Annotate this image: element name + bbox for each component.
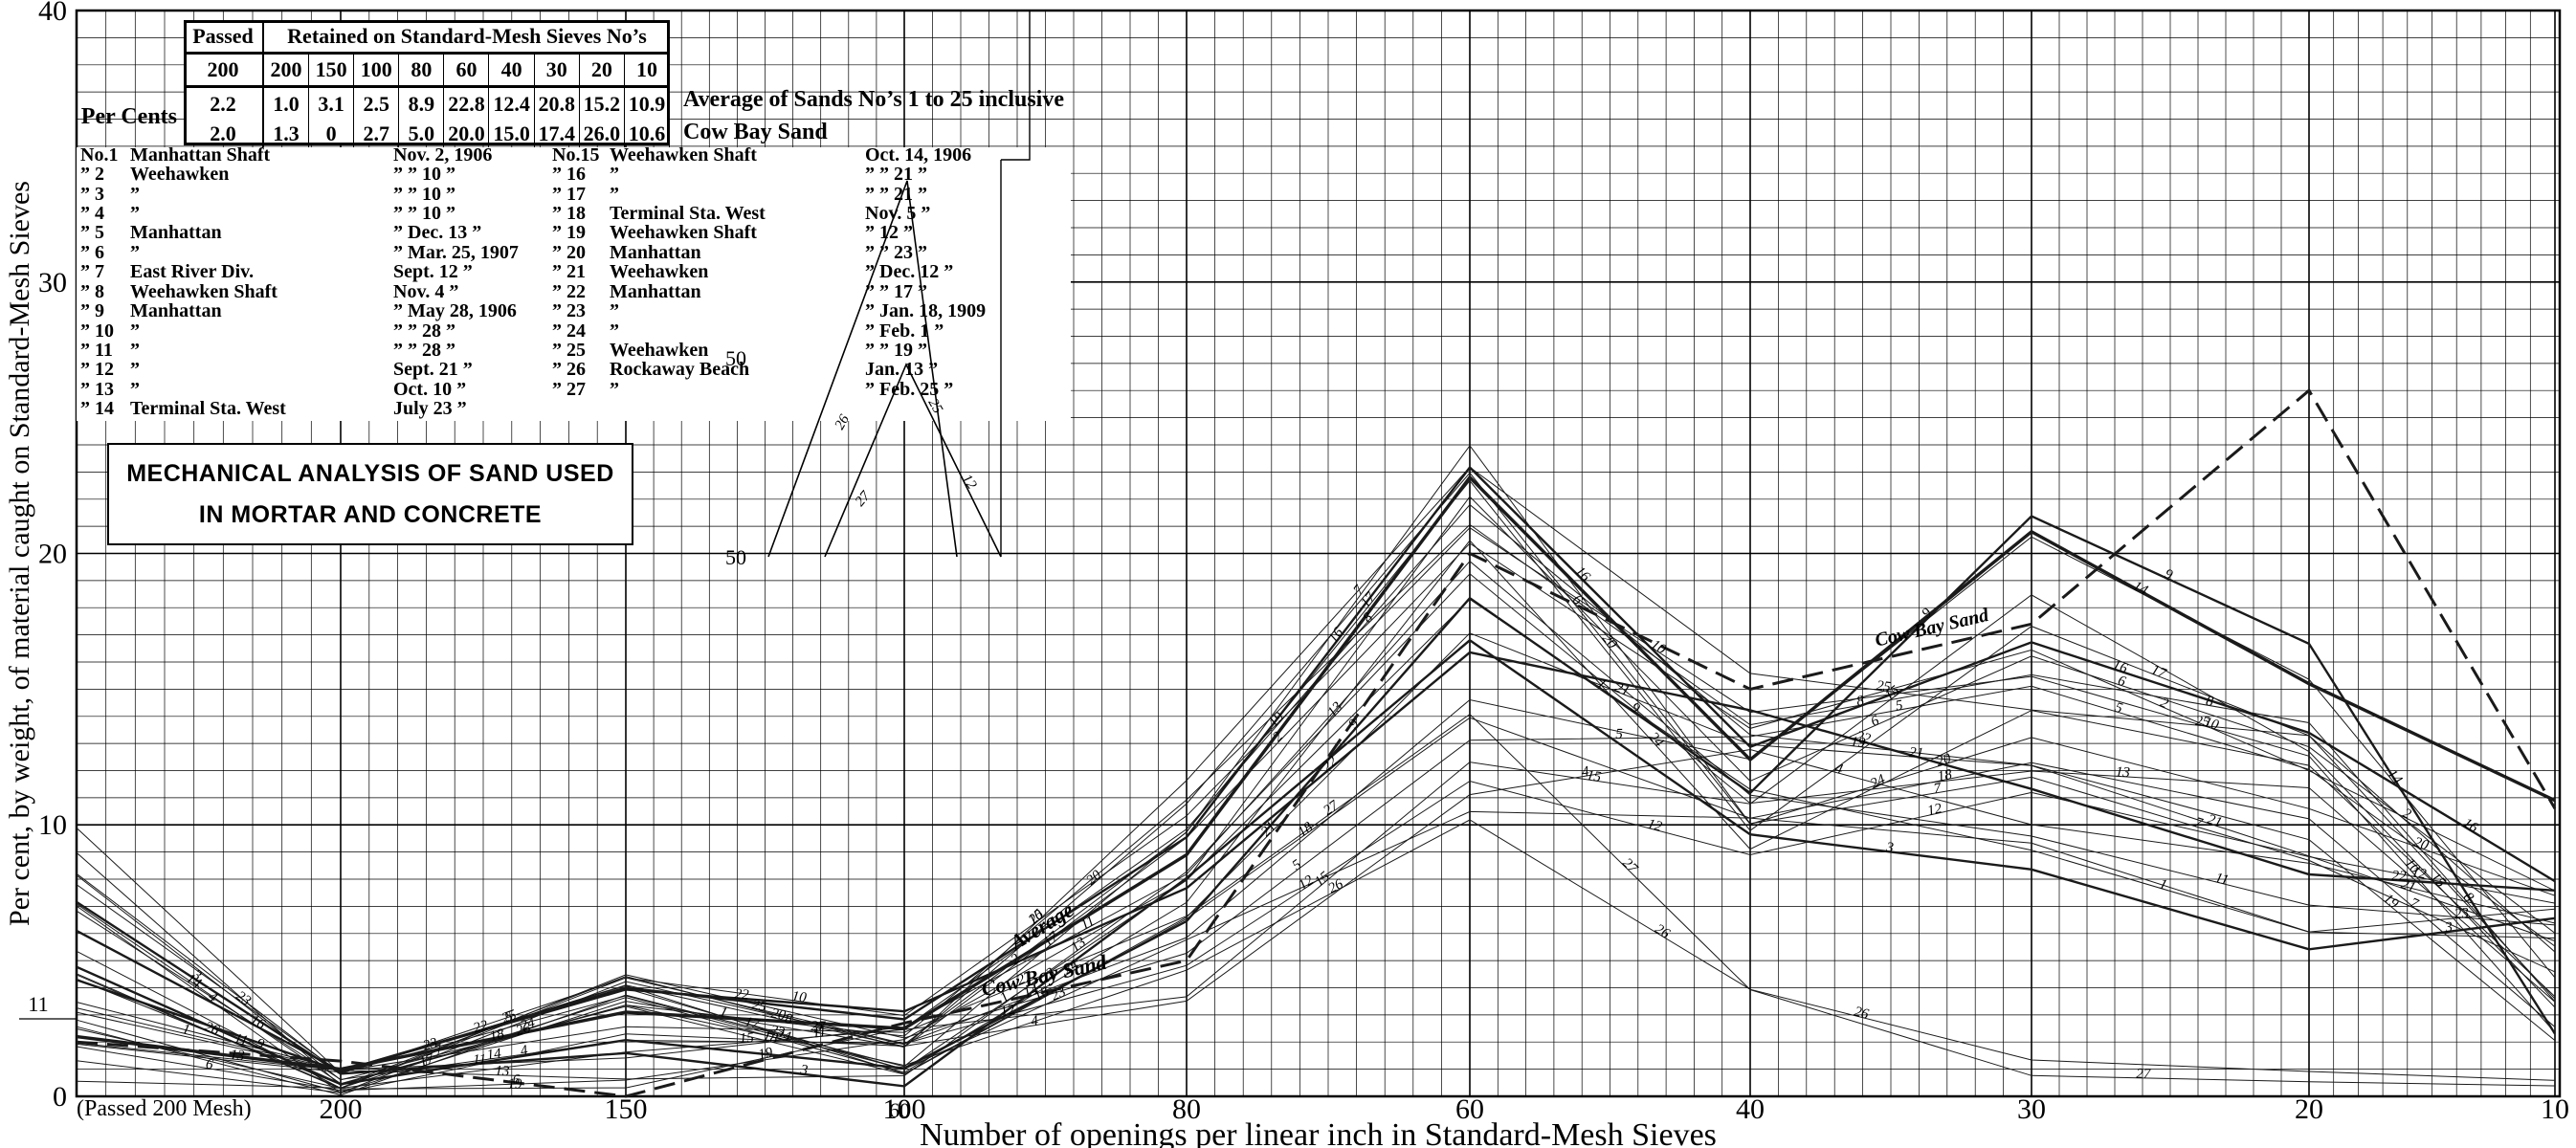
svg-text:40: 40 xyxy=(1736,1093,1765,1125)
svg-text:13: 13 xyxy=(230,1048,246,1064)
svg-text:11: 11 xyxy=(473,1052,487,1069)
svg-text:23: 23 xyxy=(2454,906,2469,922)
svg-text:25: 25 xyxy=(1876,678,1892,695)
svg-text:22: 22 xyxy=(2391,869,2408,885)
svg-text:Per cent, by weight, of materi: Per cent, by weight, of material caught … xyxy=(4,181,35,926)
svg-text:30: 30 xyxy=(38,267,67,298)
svg-text:0: 0 xyxy=(53,1081,67,1113)
svg-text:5: 5 xyxy=(1615,727,1623,742)
svg-text:11: 11 xyxy=(28,992,48,1016)
svg-text:150: 150 xyxy=(605,1093,648,1125)
svg-text:(Passed 200 Mesh): (Passed 200 Mesh) xyxy=(77,1096,252,1121)
svg-text:19: 19 xyxy=(507,1076,522,1092)
svg-text:10: 10 xyxy=(38,809,67,841)
svg-text:22: 22 xyxy=(734,986,750,1003)
svg-text:15: 15 xyxy=(739,1030,755,1047)
svg-text:30: 30 xyxy=(2017,1093,2046,1125)
svg-text:21: 21 xyxy=(1908,745,1923,762)
svg-text:20: 20 xyxy=(38,539,67,570)
svg-text:10: 10 xyxy=(2541,1093,2569,1125)
svg-text:14: 14 xyxy=(486,1046,503,1063)
svg-text:200: 200 xyxy=(320,1093,363,1125)
svg-text:13: 13 xyxy=(2115,764,2130,781)
svg-text:40: 40 xyxy=(38,0,67,27)
svg-text:Number of openings per linear: Number of openings per linear inch in St… xyxy=(920,1117,1717,1148)
svg-text:20: 20 xyxy=(2295,1093,2323,1125)
svg-text:15: 15 xyxy=(1586,768,1603,785)
svg-text:27: 27 xyxy=(811,1019,827,1034)
svg-text:27: 27 xyxy=(2136,1067,2152,1082)
svg-text:10: 10 xyxy=(791,989,809,1006)
svg-text:25: 25 xyxy=(2195,714,2211,730)
